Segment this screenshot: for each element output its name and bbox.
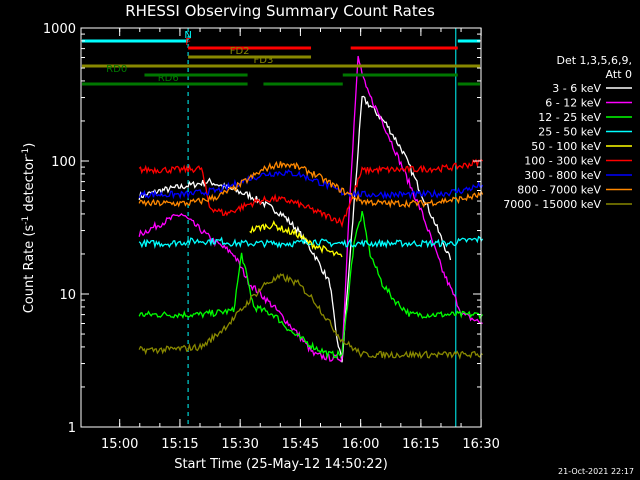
legend-label-4: 50 - 100 keV	[531, 140, 601, 153]
flag-label-rd0: RD0	[106, 64, 127, 75]
legend-label-0: 3 - 6 keV	[552, 82, 601, 95]
plot-frame	[80, 27, 482, 428]
generation-timestamp: 21-Oct-2021 22:17	[558, 467, 634, 476]
series-line-7	[138, 160, 484, 209]
legend-label-7: 800 - 7000 keV	[517, 184, 601, 197]
flag-label-f: F	[185, 37, 191, 48]
y-tick-label-1: 10	[59, 288, 76, 303]
series-line-5	[138, 158, 484, 228]
legend-label-6: 300 - 800 keV	[524, 169, 601, 182]
x-tick-label-5: 16:15	[402, 437, 439, 452]
y-tick-label-2: 100	[51, 155, 76, 170]
legend: Det 1,3,5,6,9, Att 0 3 - 6 keV 6 - 12 keV…	[503, 54, 632, 211]
flag-label-fd3: FD3	[254, 55, 274, 66]
chart-title: RHESSI Observing Summary Count Rates	[125, 2, 435, 20]
series-line-4	[249, 220, 343, 258]
x-tick-label-2: 15:30	[221, 437, 258, 452]
legend-label-8: 7000 - 15000 keV	[503, 198, 601, 211]
flag-bars: NF FD2 FD3 RD0 RD6	[82, 30, 480, 86]
legend-header-line-1: Det 1,3,5,6,9,	[556, 54, 632, 67]
x-tick-label-0: 15:00	[101, 437, 138, 452]
series-line-8	[138, 273, 483, 360]
series-lines	[138, 55, 484, 363]
y-tick-label-0: 1	[68, 421, 76, 436]
legend-label-5: 100 - 300 keV	[524, 155, 601, 168]
x-tick-label-6: 16:30	[462, 437, 499, 452]
x-tick-label-1: 15:15	[161, 437, 198, 452]
legend-label-1: 6 - 12 keV	[545, 97, 601, 110]
x-tick-label-4: 16:00	[342, 437, 379, 452]
legend-label-2: 12 - 25 keV	[538, 111, 601, 124]
flag-label-rd6: RD6	[158, 73, 179, 84]
legend-label-3: 25 - 50 keV	[538, 126, 601, 139]
legend-header-line-2: Att 0	[606, 68, 632, 81]
x-axis-ticks: 15:00 15:15 15:30 15:45 16:00 16:15 16:30	[101, 28, 500, 452]
flag-label-n: N	[184, 30, 191, 41]
series-line-6	[138, 169, 484, 200]
series-line-1	[138, 55, 483, 363]
y-tick-label-3: 1000	[43, 22, 76, 37]
x-axis-label: Start Time (25-May-12 14:50:22)	[174, 457, 388, 472]
y-axis-label: Count Rate (s-1 detector-1)	[21, 143, 37, 314]
flag-label-fd2: FD2	[230, 46, 250, 57]
x-tick-label-3: 15:45	[282, 437, 319, 452]
series-line-0	[138, 95, 452, 363]
y-axis-ticks: 1 10 100 1000	[43, 22, 481, 436]
series-line-3	[138, 235, 484, 249]
series-line-2	[138, 210, 484, 360]
